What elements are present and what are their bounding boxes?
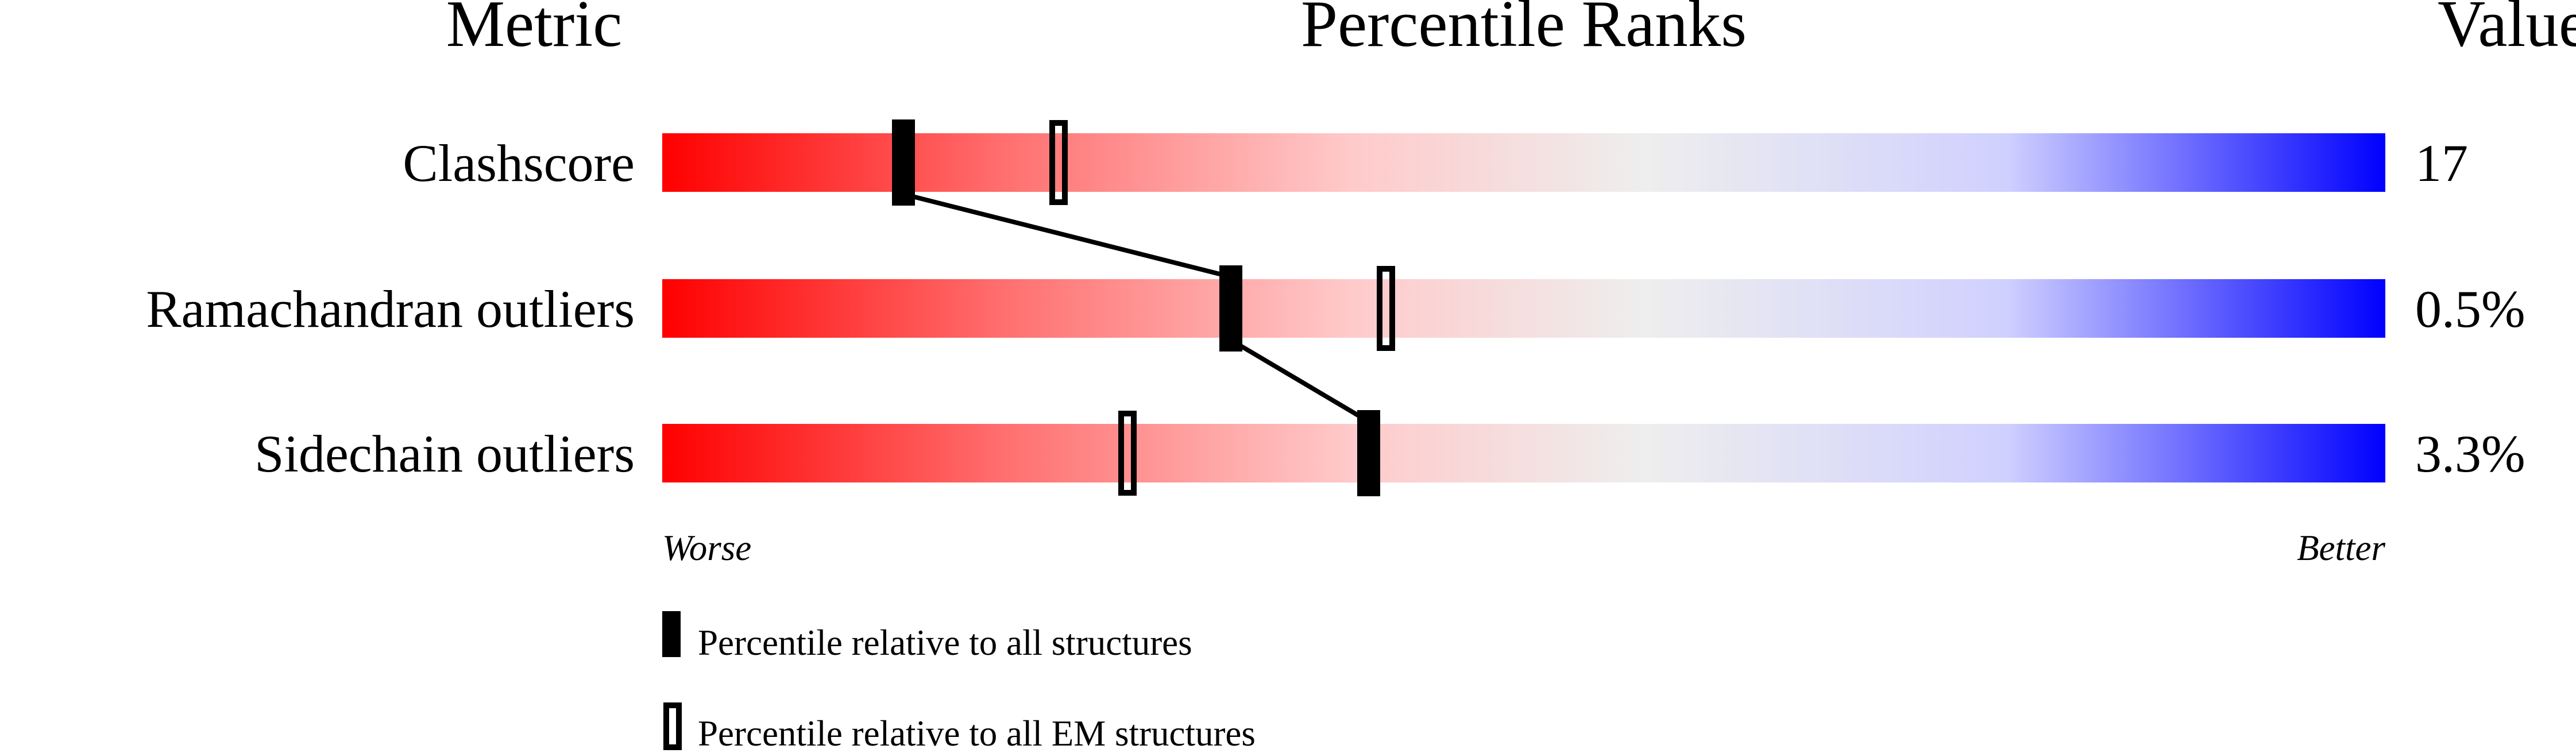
metric-label: Clashscore <box>403 134 635 192</box>
em-percentile-marker <box>1377 266 1395 351</box>
metric-label: Ramachandran outliers <box>146 280 635 338</box>
value-header: Value <box>2438 0 2576 60</box>
em-percentile-marker <box>1118 411 1137 496</box>
all-percentile-marker <box>1219 265 1242 352</box>
em-percentile-marker <box>1049 120 1068 205</box>
connector-line <box>1229 338 1370 424</box>
metric-label: Sidechain outliers <box>254 424 635 483</box>
metric-row: Sidechain outliers 3.3% <box>254 410 2525 496</box>
legend-label-all: Percentile relative to all structures <box>698 623 1192 663</box>
metric-header: Metric <box>446 0 623 60</box>
percentile-gradient-bar <box>662 133 2385 192</box>
metric-value: 0.5% <box>2415 280 2525 338</box>
legend-label-em: Percentile relative to all EM structures <box>698 713 1256 753</box>
metric-row: Ramachandran outliers 0.5% <box>146 265 2525 352</box>
ranks-header: Percentile Ranks <box>1301 0 1747 60</box>
legend-filled-marker-icon <box>662 611 681 657</box>
better-label: Better <box>2297 528 2385 568</box>
percentile-gradient-bar <box>662 279 2385 338</box>
legend-open-marker-icon <box>663 702 682 750</box>
metric-value: 3.3% <box>2415 424 2525 483</box>
all-percentile-marker <box>892 119 915 206</box>
worse-label: Worse <box>662 528 751 568</box>
connector-line <box>903 192 1231 279</box>
metric-value: 17 <box>2415 134 2468 192</box>
metric-row: Clashscore 17 <box>403 119 2468 206</box>
percentile-gradient-bar <box>662 424 2385 482</box>
all-percentile-marker <box>1357 410 1380 496</box>
